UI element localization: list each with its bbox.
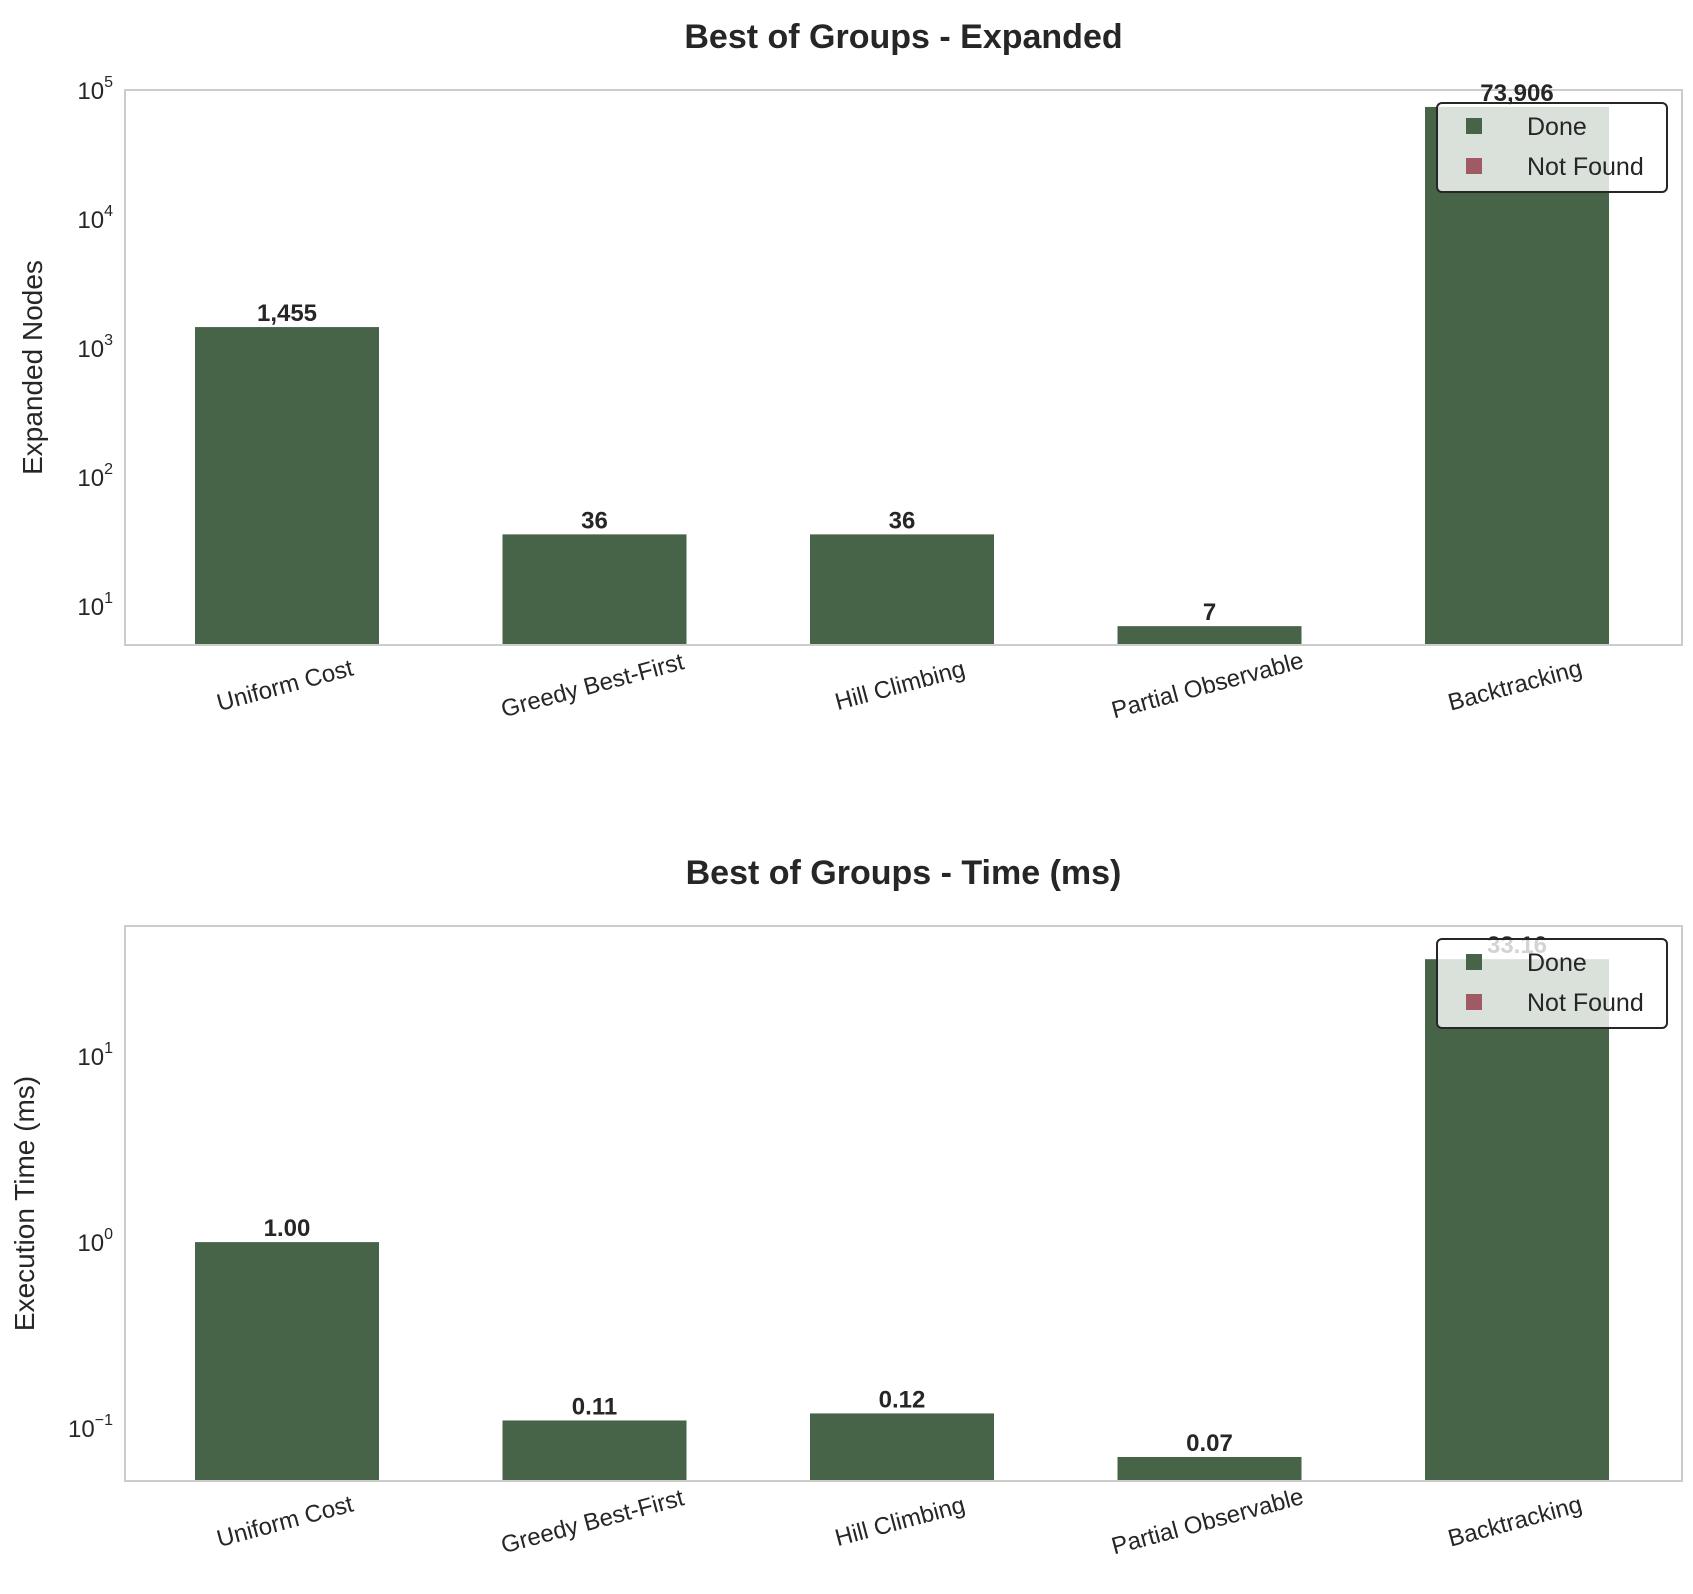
y-axis-label: Execution Time (ms) — [9, 1076, 40, 1331]
legend-swatch — [1466, 158, 1482, 174]
legend-swatch — [1466, 994, 1482, 1010]
bar-hill-climbing — [810, 534, 994, 645]
value-label: 1.00 — [264, 1215, 311, 1242]
plot-frame — [124, 89, 1683, 646]
y-axis-label: Expanded Nodes — [17, 260, 48, 475]
y-tick-label: 102 — [77, 461, 113, 492]
x-tick-label: Uniform Cost — [214, 655, 357, 717]
legend-entry: Not Found — [1527, 153, 1644, 181]
chart-expanded: Best of Groups - Expanded Expanded Nodes 1… — [17, 18, 1683, 724]
legend: Done Not Found — [1436, 938, 1668, 1029]
value-label: 0.12 — [879, 1386, 926, 1413]
x-tick-label: Hill Climbing — [832, 655, 968, 716]
value-label: 1,455 — [257, 300, 317, 327]
y-tick-label: 101 — [77, 590, 113, 621]
legend-swatch — [1466, 954, 1482, 970]
x-tick-label: Uniform Cost — [214, 1491, 357, 1553]
bar-greedy-best-first — [502, 534, 687, 645]
value-label: 0.11 — [572, 1393, 617, 1420]
x-tick-label: Backtracking — [1445, 1491, 1585, 1553]
value-label: 0.07 — [1186, 1430, 1233, 1457]
x-tick-label: Partial Observable — [1109, 1483, 1307, 1560]
value-label: 36 — [581, 507, 608, 534]
legend: Done Not Found — [1436, 102, 1668, 193]
x-tick-label: Greedy Best-First — [498, 1484, 687, 1559]
y-tick-label: 105 — [77, 74, 113, 105]
y-tick-label: 101 — [77, 1040, 113, 1071]
bar-hill-climbing — [810, 1413, 994, 1481]
value-label: 7 — [1203, 599, 1216, 626]
bar-greedy-best-first — [502, 1420, 687, 1481]
x-tick-label: Partial Observable — [1109, 647, 1307, 724]
y-tick-label: 103 — [77, 332, 113, 363]
chart-title: Best of Groups - Time (ms) — [686, 854, 1122, 892]
legend-entry: Done — [1527, 113, 1587, 141]
bar-partial-observable — [1117, 626, 1302, 645]
x-tick-label: Hill Climbing — [832, 1491, 968, 1552]
legend-entry: Done — [1527, 949, 1587, 977]
bar-uniform-cost — [195, 1242, 379, 1481]
value-label: 36 — [889, 507, 916, 534]
plot-frame — [124, 925, 1683, 1482]
y-tick-label: 104 — [77, 203, 113, 234]
legend-swatch — [1466, 118, 1482, 134]
x-tick-label: Greedy Best-First — [498, 648, 687, 723]
y-tick-label: 100 — [77, 1226, 113, 1257]
legend-entry: Not Found — [1527, 989, 1644, 1017]
bar-partial-observable — [1117, 1456, 1302, 1481]
legend-box — [1436, 102, 1668, 193]
x-tick-label: Backtracking — [1445, 655, 1585, 717]
bar-uniform-cost — [195, 327, 379, 645]
bar-backtracking — [1425, 959, 1609, 1481]
chart-title: Best of Groups - Expanded — [684, 18, 1122, 56]
y-tick-label: 10−1 — [68, 1412, 113, 1443]
legend-box — [1436, 938, 1668, 1029]
chart-time: Best of Groups - Time (ms) Execution Time… — [9, 854, 1683, 1560]
bar-backtracking — [1425, 106, 1609, 645]
